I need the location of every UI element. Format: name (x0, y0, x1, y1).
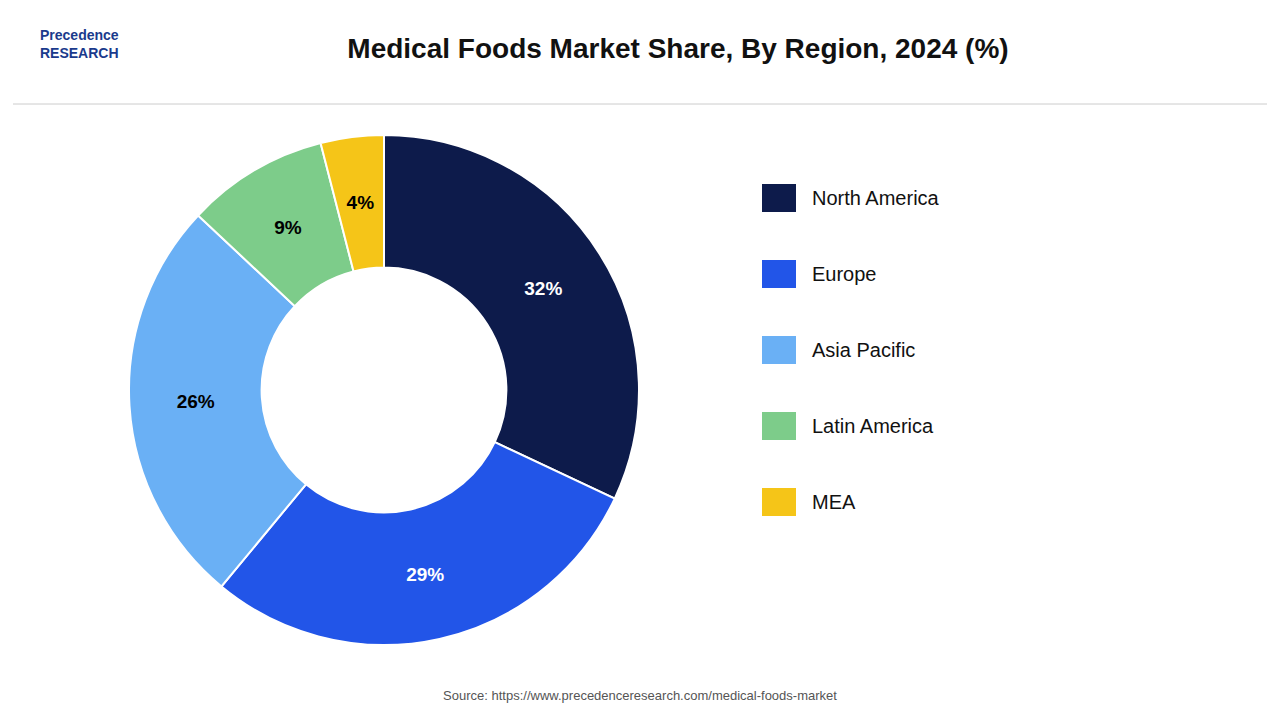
legend-swatch (762, 488, 796, 516)
background (0, 0, 1280, 720)
data-label: 9% (274, 217, 302, 238)
donut-slice (384, 135, 639, 499)
legend-label: MEA (812, 491, 856, 513)
brand-line: Precedence (40, 27, 119, 43)
chart-root: Precedence RESEARCH Source: https://www.pr… (0, 0, 1280, 720)
legend-label: North America (812, 187, 940, 209)
data-label: 29% (406, 564, 444, 585)
legend-label: Asia Pacific (812, 339, 915, 361)
legend-label: Latin America (812, 415, 934, 437)
legend-label: Europe (812, 263, 877, 285)
data-label: 32% (524, 278, 562, 299)
legend-swatch (762, 260, 796, 288)
legend-swatch (762, 412, 796, 440)
source-note: Source: https://www.precedenceresearch.c… (443, 688, 837, 703)
brand-text: Precedence RESEARCH (40, 27, 119, 61)
data-label: 26% (177, 391, 215, 412)
donut-slice (321, 135, 384, 271)
donut (129, 135, 639, 645)
title-rule (13, 104, 1267, 105)
legend-swatch (762, 336, 796, 364)
legend-swatch (762, 184, 796, 212)
brand-line: RESEARCH (40, 45, 119, 61)
legend: North America Europe Asia Pacific Latin Ame… (762, 184, 940, 516)
chart-title: Medical Foods Market Share, By Region, 2… (347, 33, 1008, 64)
data-label: 4% (347, 192, 375, 213)
